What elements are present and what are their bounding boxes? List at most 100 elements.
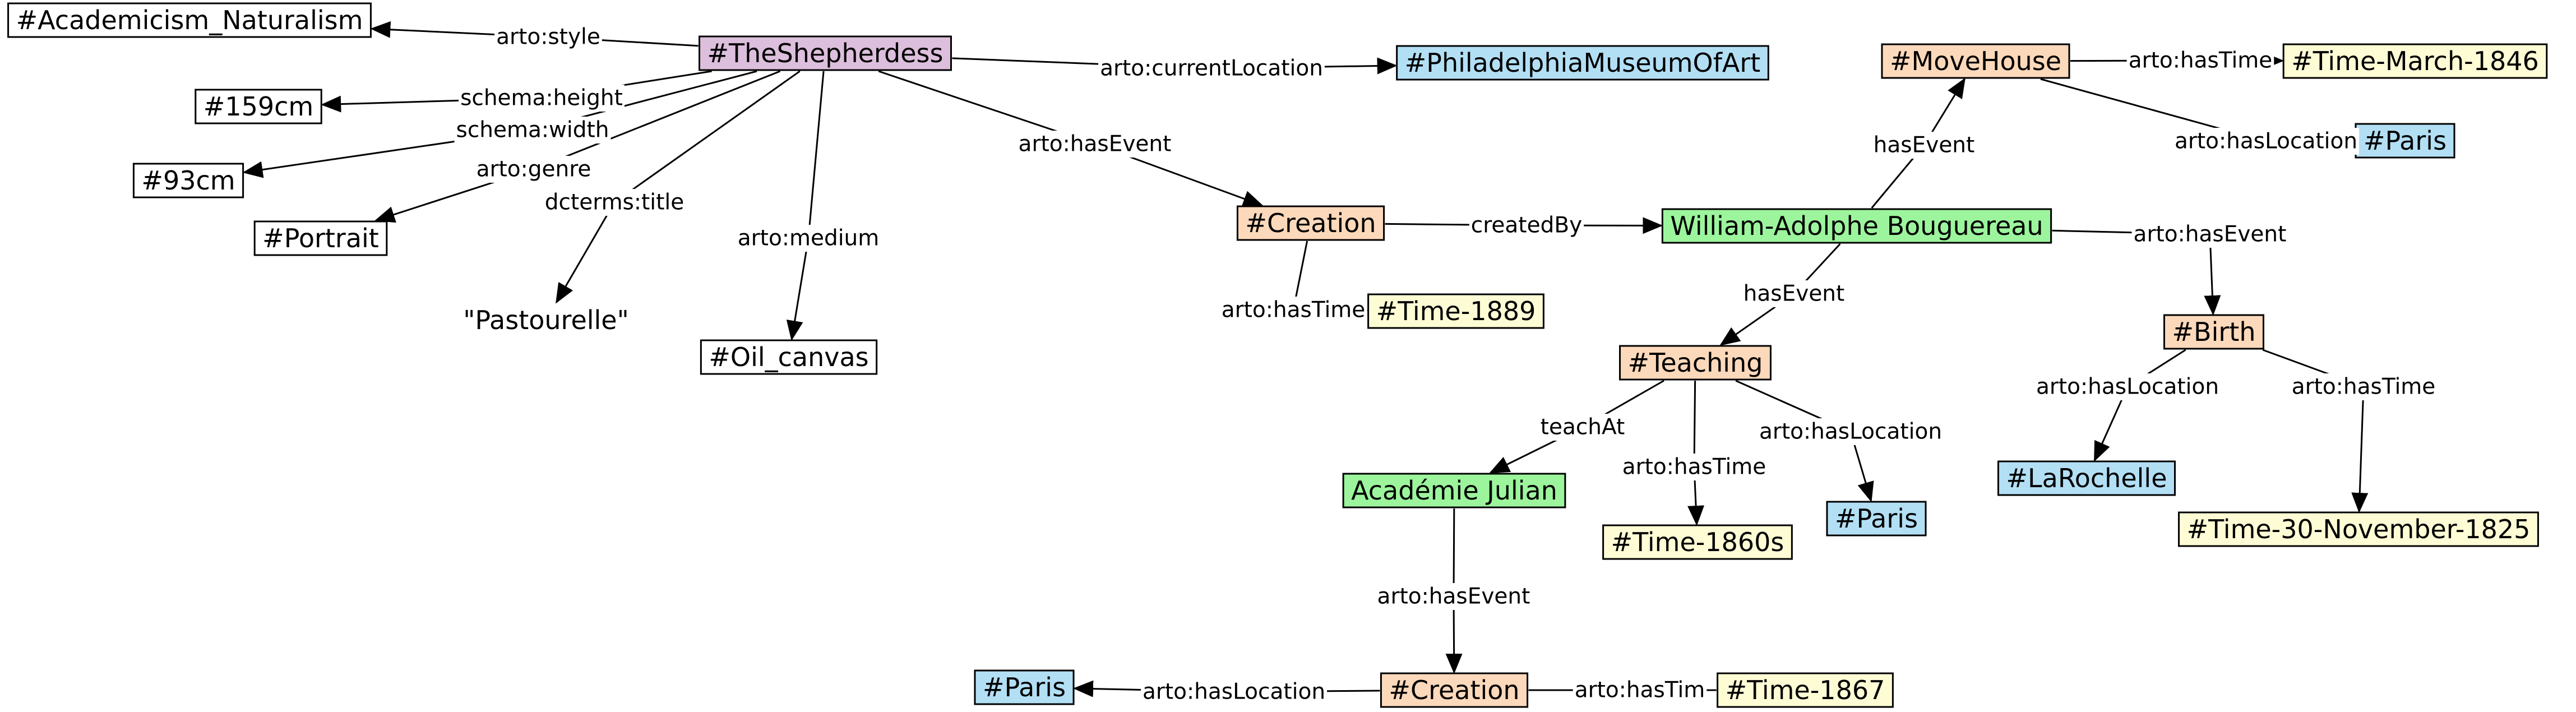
node-box [132, 163, 244, 198]
node-label: #Time-March-1846 [2291, 46, 2539, 76]
node-label: #Time-1867 [1726, 675, 1885, 705]
edge-label-text: arto:hasTime [2292, 375, 2436, 400]
node-box [1881, 43, 2070, 79]
node-width: #93cm [132, 163, 244, 198]
node-box [700, 339, 878, 375]
edge-label-bg [1573, 677, 1707, 704]
node-box [974, 669, 1075, 705]
node-box [2355, 123, 2455, 159]
edge-label-movehouse-paris1: arto:hasLocation [2172, 128, 2360, 155]
edge-label-bg [1871, 132, 1977, 159]
edge-label-movehouse-timemarch: arto:hasTime [2126, 47, 2274, 74]
edge-label-text: teachAt [1541, 415, 1625, 440]
node-label: #MoveHouse [1890, 46, 2061, 76]
edge-label-bouguereau-birth: arto:hasEvent [2131, 221, 2288, 248]
node-box [1997, 460, 2176, 496]
edge-label-shepherdess-width: schema:width [454, 117, 611, 144]
node-pastourelle: "Pastourelle" [463, 305, 629, 335]
edge-label-text: arto:style [496, 25, 600, 50]
edge-label-bg [1741, 280, 1847, 307]
node-academicism: #Academicism_Naturalism [7, 2, 372, 38]
edge-label-bg [1620, 454, 1768, 480]
node-label: #PhiladelphiaMuseumOfArt [1405, 48, 1761, 78]
edge-label-text: arto:hasLocation [2036, 375, 2219, 400]
node-label: William-Adolphe Bouguereau [1670, 211, 2043, 241]
edge-label-text: arto:currentLocation [1100, 56, 1323, 81]
node-box [1380, 672, 1529, 708]
edge-label-bg [1469, 212, 1584, 239]
node-birth: #Birth [2163, 314, 2264, 350]
edge-label-text: arto:genre [477, 157, 591, 182]
node-larochelle: #LaRochelle [1997, 460, 2176, 496]
edge-label-shepherdess-height: schema:height [459, 85, 625, 112]
node-time1825: #Time-30-November-1825 [2178, 511, 2539, 547]
edge-shepherdess-oil [786, 71, 825, 341]
node-time1889: #Time-1889 [1367, 293, 1544, 329]
edge-label-teaching-time1860: arto:hasTime [1620, 454, 1768, 480]
node-box [2163, 314, 2264, 350]
node-label: #Paris [2364, 126, 2446, 156]
node-portrait: #Portrait [253, 220, 388, 256]
edge-teaching-time1860 [1687, 380, 1705, 526]
edge-label-bg [736, 225, 881, 252]
edge-label-creation2-time1867: arto:hasTim [1573, 677, 1707, 704]
node-label: #Time-1860s [1611, 527, 1784, 557]
node-paris3: #Paris [974, 669, 1075, 705]
node-box [2282, 43, 2548, 79]
node-box [1367, 293, 1544, 329]
edge-label-shepherdess-pastourelle: dcterms:title [543, 189, 686, 216]
edge-labels-layer: arto:style schema:height schema:width arto:… [454, 24, 2438, 705]
edge-label-bg [543, 189, 686, 216]
edge-label-text: dcterms:title [545, 190, 685, 215]
node-label: #Time-30-November-1825 [2187, 514, 2531, 544]
node-time1860: #Time-1860s [1602, 524, 1793, 560]
node-movehouse: #MoveHouse [1881, 43, 2070, 79]
edge-label-bg [474, 156, 593, 183]
node-teaching: #Teaching [1619, 345, 1772, 381]
node-label: #Portrait [262, 223, 379, 253]
node-oil: #Oil_canvas [700, 339, 878, 375]
edge-label-bg [1538, 414, 1627, 441]
edge-label-birth-time1825: arto:hasTime [2290, 373, 2438, 400]
edge-label-text: arto:hasEvent [1019, 132, 1172, 157]
edge-label-text: arto:hasLocation [1759, 419, 1942, 445]
edge-label-bg [2034, 373, 2221, 400]
node-box [1236, 205, 1385, 241]
edge-label-bg [1098, 55, 1325, 82]
edge-label-julian-creation2: arto:hasEvent [1375, 583, 1532, 610]
edge-label-text: arto:hasTime [2129, 48, 2273, 73]
node-label: "Pastourelle" [463, 305, 629, 335]
node-label: Académie Julian [1351, 475, 1557, 506]
edge-label-shepherdess-portrait: arto:genre [474, 156, 593, 183]
edge-label-text: schema:width [456, 118, 609, 143]
edge-label-creation2-paris3: arto:hasLocation [1140, 678, 1328, 705]
edge-label-text: hasEvent [1743, 281, 1845, 307]
node-box [1602, 524, 1793, 560]
node-box [1396, 45, 1769, 81]
edge-label-creation1-time1889: arto:hasTime [1219, 297, 1367, 323]
node-label: #Academicism_Naturalism [16, 5, 363, 35]
edge-label-bg [1219, 297, 1367, 323]
node-label: #Oil_canvas [709, 342, 868, 372]
edge-label-shepherdess-academicism: arto:style [494, 24, 602, 50]
node-height: #159cm [195, 89, 322, 124]
edge-label-birth-larochelle: arto:hasLocation [2034, 373, 2221, 400]
node-label: #Teaching [1628, 348, 1763, 378]
edge-label-text: arto:hasLocation [1143, 679, 1325, 705]
edge-label-bg [494, 24, 602, 50]
edge-label-bg [1375, 583, 1532, 610]
edge-label-bg [1016, 131, 1173, 158]
edge-label-bg [459, 85, 625, 112]
node-box [1619, 345, 1772, 381]
node-label: #TheShepherdess [707, 38, 944, 68]
edge-label-shepherdess-oil: arto:medium [736, 225, 881, 252]
edge-label-bouguereau-movehouse: hasEvent [1871, 132, 1977, 159]
node-julian: Académie Julian [1342, 473, 1566, 508]
node-label: #Birth [2172, 317, 2256, 347]
edge-label-text: arto:hasTime [1222, 298, 1366, 323]
edge-label-teaching-paris2: arto:hasLocation [1757, 418, 1944, 445]
node-label: #LaRochelle [2006, 463, 2167, 493]
node-box [1661, 208, 2052, 244]
node-shepherdess: #TheShepherdess [699, 35, 952, 71]
